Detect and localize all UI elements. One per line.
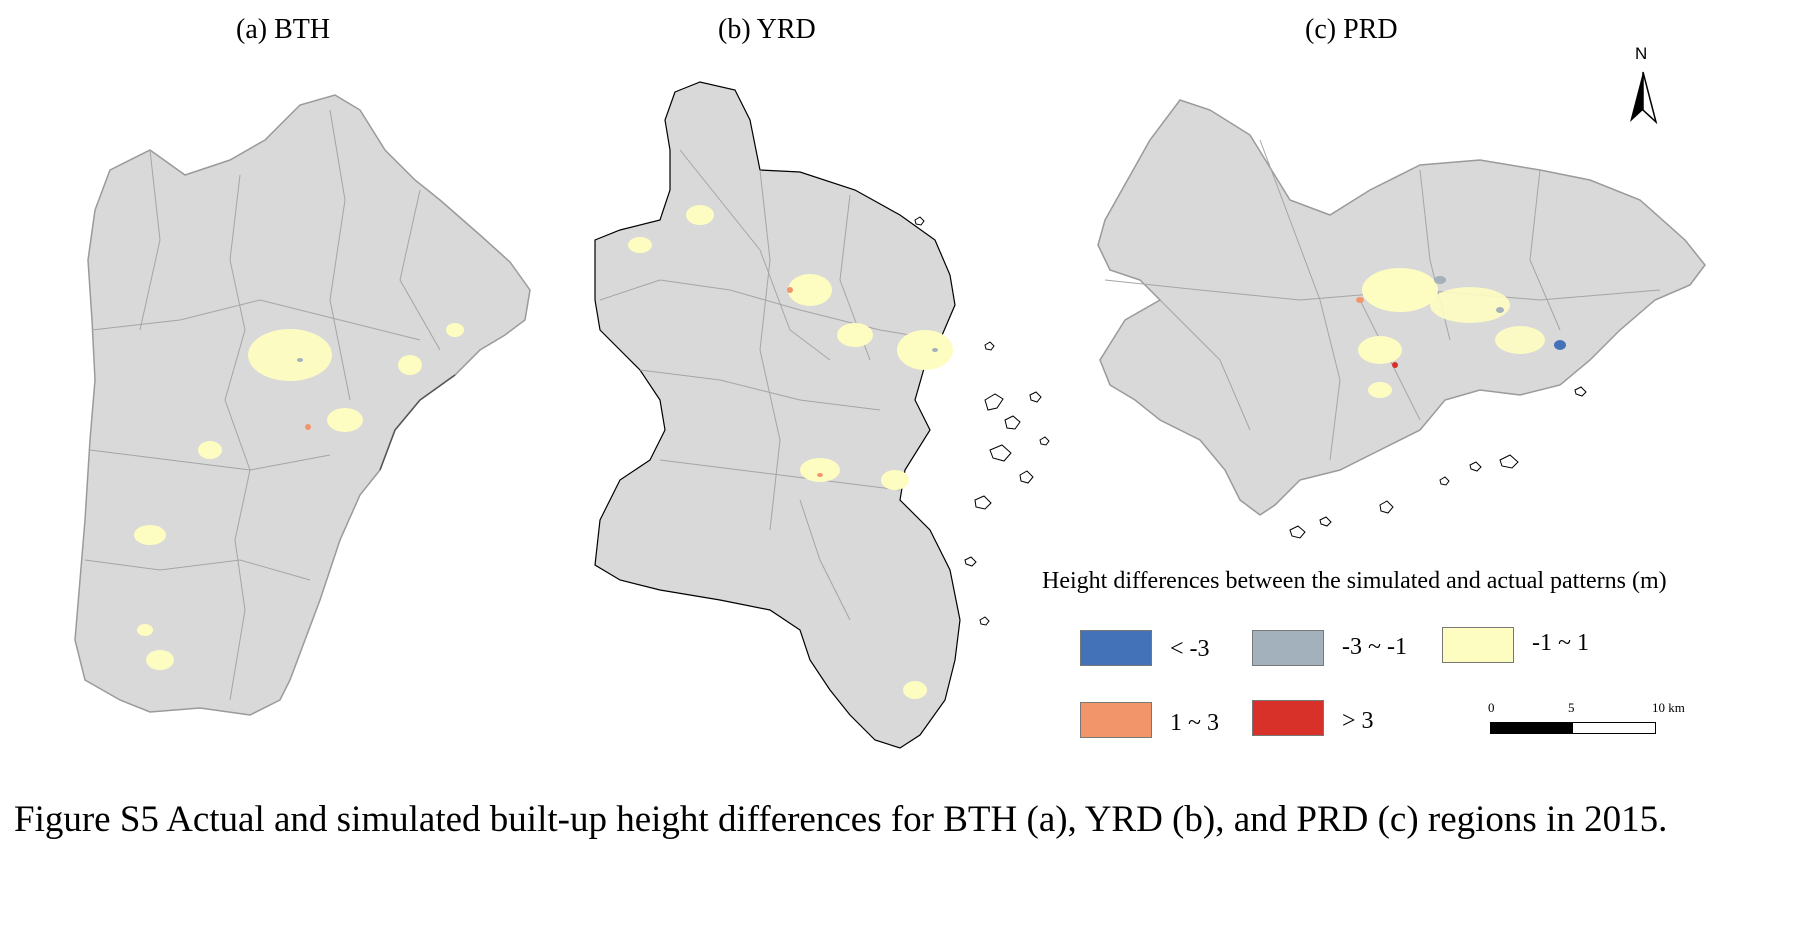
north-arrow-icon xyxy=(1630,71,1658,125)
figure-caption: Figure S5 Actual and simulated built-up … xyxy=(14,799,1668,840)
bth-coast xyxy=(379,374,456,471)
legend-swatch-neg1-1 xyxy=(1442,627,1514,663)
map-yrd xyxy=(594,81,1050,749)
panel-title-prd: (c) PRD xyxy=(1305,14,1398,45)
north-arrow: N xyxy=(1625,44,1665,125)
legend-swatch-lt-neg3 xyxy=(1080,630,1152,666)
scale-tick-5: 5 xyxy=(1568,700,1575,715)
legend-swatch-gt3 xyxy=(1252,700,1324,736)
scale-tick-0: 0 xyxy=(1488,700,1495,715)
panel-title-yrd: (b) YRD xyxy=(718,14,816,45)
yrd-region-outline xyxy=(594,81,961,749)
prd-islands xyxy=(1289,386,1587,539)
scale-bar-black-segment xyxy=(1490,722,1574,734)
yrd-built-up xyxy=(628,205,953,699)
map-bth xyxy=(74,94,531,716)
map-prd xyxy=(1097,99,1706,539)
legend-label-gt3: > 3 xyxy=(1342,708,1374,734)
bth-region-outline xyxy=(74,94,531,716)
scale-bar: 0 5 10 km xyxy=(1488,700,1688,740)
yrd-islands xyxy=(914,216,1050,626)
north-arrow-label: N xyxy=(1635,44,1648,63)
legend-title: Height differences between the simulated… xyxy=(1042,568,1667,594)
legend-label-neg1-1: -1 ~ 1 xyxy=(1532,630,1589,656)
legend-label-1-3: 1 ~ 3 xyxy=(1170,710,1219,736)
legend-swatch-neg3-neg1 xyxy=(1252,630,1324,666)
bth-internal-boundaries xyxy=(84,109,441,701)
prd-built-up xyxy=(1356,268,1566,398)
panel-title-bth: (a) BTH xyxy=(236,14,331,45)
scale-tick-10: 10 km xyxy=(1652,700,1685,715)
scale-bar-white-segment xyxy=(1572,722,1656,734)
legend-label-neg3-neg1: -3 ~ -1 xyxy=(1342,634,1407,660)
legend-swatch-1-3 xyxy=(1080,702,1152,738)
bth-built-up xyxy=(134,323,464,670)
legend-label-lt-neg3: < -3 xyxy=(1170,636,1210,662)
